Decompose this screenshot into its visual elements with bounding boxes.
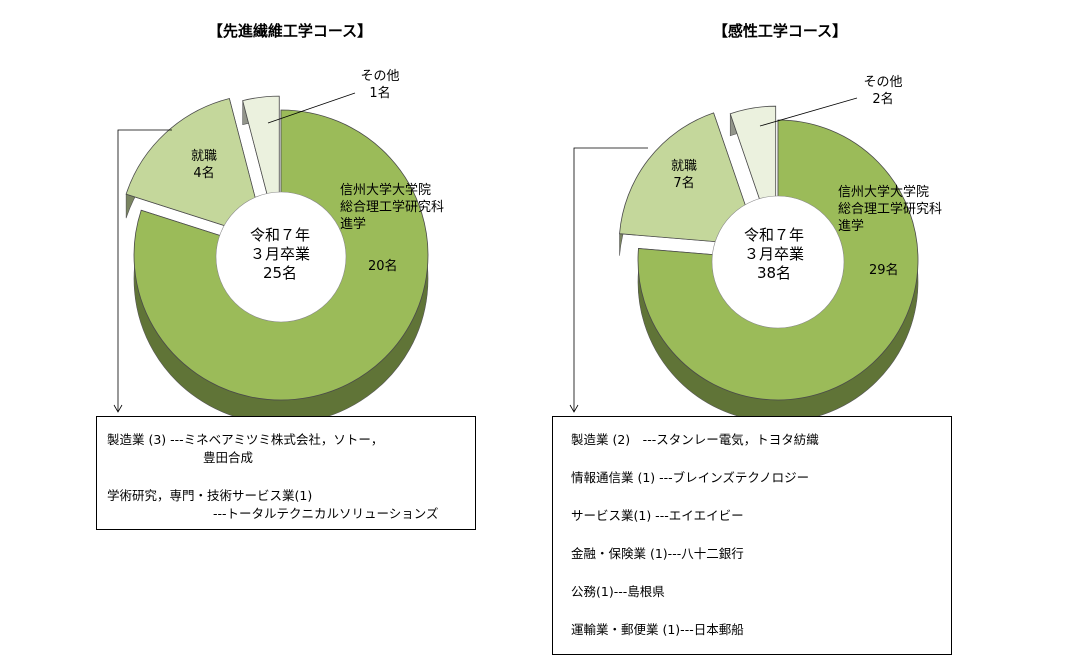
chart2-slice-job-line2: 7名 (673, 176, 695, 191)
chart1-slice-job-line1: 就職 (190, 149, 217, 164)
chart2-slice-other-line2: 2名 (872, 92, 894, 107)
chart2-center-line2: ３月卒業 (743, 245, 804, 263)
chart2-slice-job-line1: 就職 (670, 159, 697, 174)
chart2-connector-arrowhead (569, 404, 579, 413)
chart2-title: 【感性工学コース】 (712, 22, 848, 40)
chart2-breakdown-line1: 製造業 (2) ---スタンレー電気，トヨタ紡織 (571, 432, 819, 447)
chart1-slice-grad-line2: 総合理工学研究科 (340, 200, 445, 215)
chart1-slice-other-line1: その他 (360, 69, 400, 84)
chart2-slice-other-line1: その他 (863, 75, 903, 90)
chart1-slice-other-line2: 1名 (369, 86, 391, 101)
chart1-other-leader-line (267, 92, 356, 124)
chart2-slice-grad-line1: 信州大学大学院 (838, 185, 930, 200)
chart1-center-line1: 令和７年 (249, 226, 310, 244)
chart2-other-leader-line (759, 97, 858, 127)
chart2-breakdown-line4: 金融・保険業 (1)---八十二銀行 (571, 546, 744, 561)
chart1-slice-grad-value: 20名 (368, 259, 398, 274)
chart2-center-label: 令和７年 ３月卒業 38名 (724, 226, 824, 283)
chart1-slice-grad-line1: 信州大学大学院 (340, 183, 432, 198)
chart2-slice-2 (619, 112, 760, 246)
chart1-center-line3: 25名 (262, 264, 298, 282)
chart2-breakdown-line3: サービス業(1) ---エイエイビー (571, 508, 744, 523)
chart1-connector-line (117, 129, 172, 412)
chart1-breakdown-box: 製造業 (3) ---ミネベアミツミ株式会社，ソトー， 豊田合成 学術研究，専門… (96, 416, 476, 530)
chart1-title: 【先進繊維工学コース】 (207, 22, 373, 40)
chart1-breakdown-line1: 製造業 (3) ---ミネベアミツミ株式会社，ソトー， (107, 432, 384, 447)
chart1-slice-2 (125, 98, 267, 240)
chart1-breakdown-line2: 豊田合成 (203, 450, 254, 465)
chart2-breakdown-line2: 情報通信業 (1) ---ブレインズテクノロジー (571, 470, 810, 485)
chart2-slice-grad-line2: 総合理工学研究科 (838, 202, 943, 217)
chart2-connector-line (573, 147, 648, 412)
chart1-breakdown-line3: 学術研究，専門・技術サービス業(1) (107, 488, 313, 503)
chart2-breakdown-box: 製造業 (2) ---スタンレー電気，トヨタ紡織 情報通信業 (1) ---ブレ… (552, 416, 952, 655)
chart2-center-hole (711, 195, 845, 329)
chart2-slice-job-label: 就職 7名 (664, 158, 704, 192)
chart2-center-line3: 38名 (756, 264, 792, 282)
chart1-center-line2: ３月卒業 (249, 245, 310, 263)
chart2-breakdown-line5: 公務(1)---島根県 (571, 584, 665, 599)
chart1-slice-other-label: その他 1名 (355, 68, 405, 102)
chart2-slice-1 (637, 119, 919, 401)
chart1-slice-grad-line3: 進学 (340, 217, 367, 232)
chart1-connector-arrowhead (113, 404, 123, 413)
chart1-slice-job-label: 就職 4名 (184, 148, 224, 182)
chart1-slice-grad-label: 信州大学大学院 総合理工学研究科 進学 (340, 182, 444, 233)
chart2-slice-grad-label: 信州大学大学院 総合理工学研究科 進学 (838, 184, 942, 235)
chart2-slice-grad-value: 29名 (869, 263, 899, 278)
chart2-slice-other-label: その他 2名 (858, 74, 908, 108)
chart2-breakdown-line6: 運輸業・郵便業 (1)---日本郵船 (571, 622, 744, 637)
chart2-slice-grad-line3: 進学 (838, 219, 865, 234)
chart2-center-line1: 令和７年 (743, 226, 804, 244)
chart1-slice-job-line2: 4名 (193, 166, 215, 181)
chart1-breakdown-line4: ---トータルテクニカルソリューションズ (213, 506, 439, 521)
chart1-center-hole (215, 191, 347, 323)
chart1-center-label: 令和７年 ３月卒業 25名 (230, 226, 330, 283)
